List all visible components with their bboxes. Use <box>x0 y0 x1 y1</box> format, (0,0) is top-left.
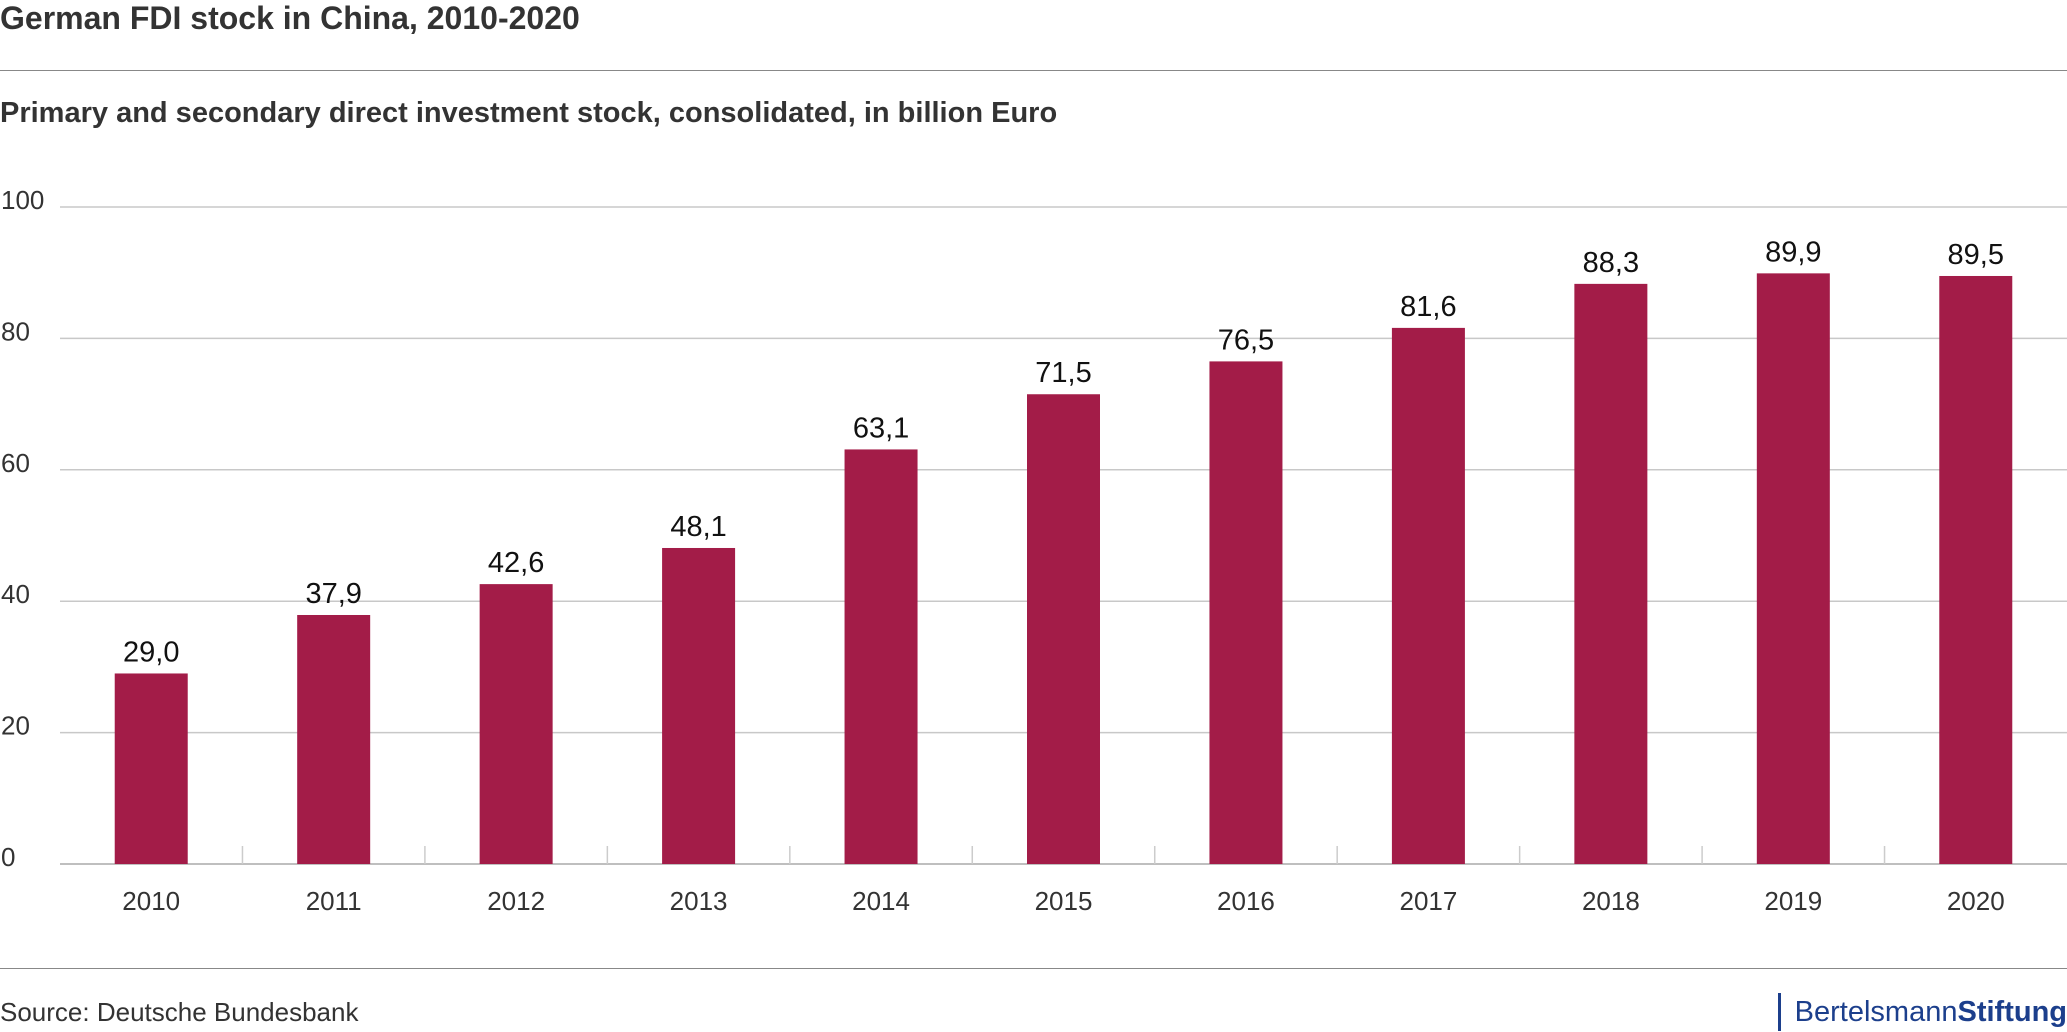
y-tick-label: 80 <box>1 316 30 346</box>
source-note: Source: Deutsche Bundesbank <box>0 997 359 1027</box>
bar-2016 <box>1209 361 1283 864</box>
bar-2018 <box>1574 283 1648 864</box>
x-tick-label-2017: 2017 <box>1399 886 1457 916</box>
x-tick-label-2018: 2018 <box>1582 886 1640 916</box>
data-label-2014: 63,1 <box>853 412 909 444</box>
x-tick-label-2020: 2020 <box>1947 886 2005 916</box>
chart-subtitle: Primary and secondary direct investment … <box>0 97 1058 129</box>
data-label-2010: 29,0 <box>123 636 179 668</box>
y-tick-label: 100 <box>1 185 44 215</box>
bar-2017 <box>1391 327 1465 864</box>
bar-2013 <box>662 547 736 864</box>
logo-text-part2: Stiftung <box>1957 995 2067 1028</box>
x-tick-label-2012: 2012 <box>487 886 545 916</box>
bar-2011 <box>297 614 371 864</box>
title-divider <box>0 70 2067 71</box>
logo-text-part1: Bertelsmann <box>1794 995 1958 1028</box>
x-tick-label-2016: 2016 <box>1217 886 1275 916</box>
footer-divider <box>0 968 2067 969</box>
data-label-2012: 42,6 <box>488 547 544 579</box>
data-label-2013: 48,1 <box>670 511 726 543</box>
data-label-2016: 76,5 <box>1218 324 1274 356</box>
x-tick-label-2014: 2014 <box>852 886 910 916</box>
x-tick-label-2019: 2019 <box>1764 886 1822 916</box>
bar-2010 <box>114 673 188 864</box>
y-axis-ticks: 0 20 40 60 80 100 <box>1 185 44 872</box>
bar-2014 <box>844 449 918 864</box>
x-axis-ticks: 2010 2011 2012 2013 2014 2015 2016 2017 2018 2019… <box>122 886 2004 916</box>
bar-2019 <box>1756 273 1830 864</box>
x-tick-label-2011: 2011 <box>306 886 362 916</box>
x-tick-label-2015: 2015 <box>1035 886 1093 916</box>
x-tick-label-2013: 2013 <box>670 886 728 916</box>
y-tick-label: 20 <box>1 711 30 741</box>
x-tick-label-2010: 2010 <box>122 886 180 916</box>
data-label-2019: 89,9 <box>1765 236 1821 268</box>
bertelsmann-stiftung-logo: Bertelsmann Stiftung <box>1777 993 2067 1031</box>
data-label-2015: 71,5 <box>1035 357 1091 389</box>
data-label-2020: 89,5 <box>1948 239 2004 271</box>
data-label-2011: 37,9 <box>305 578 361 610</box>
data-label-2017: 81,6 <box>1400 291 1456 323</box>
chart-title: German FDI stock in China, 2010-2020 <box>0 0 580 36</box>
bars <box>114 273 2013 864</box>
y-tick-label: 60 <box>1 448 30 478</box>
data-labels: 29,0 37,9 42,6 48,1 63,1 71,5 76,5 81,6 88,3 89,9… <box>123 236 2004 668</box>
bar-2015 <box>1027 394 1100 864</box>
data-label-2018: 88,3 <box>1583 247 1639 279</box>
bar-2012 <box>479 584 553 864</box>
bar-chart: 0 20 40 60 80 100 29,0 37,9 42,6 48,1 63,1 71,5 76,… <box>1 185 2067 916</box>
bar-2020 <box>1939 275 2013 864</box>
y-tick-label: 0 <box>1 842 15 872</box>
y-tick-label: 40 <box>1 579 30 609</box>
